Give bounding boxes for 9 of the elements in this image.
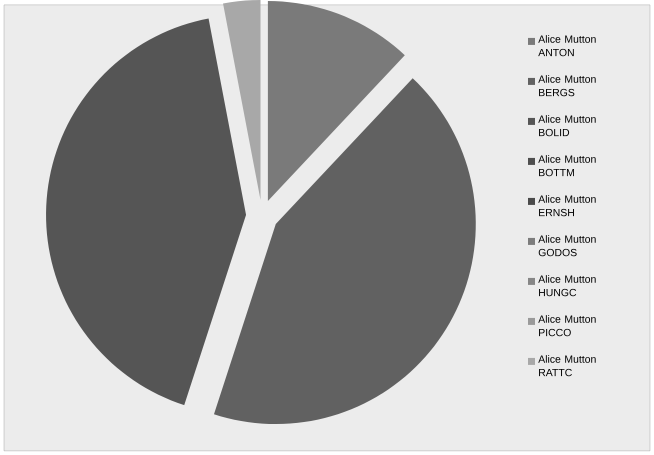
legend-label: Alice Mutton BOTTM [538, 155, 596, 176]
legend-label: Alice Mutton GODOS [538, 235, 596, 256]
legend-label: Alice Mutton ANTON [538, 35, 596, 56]
legend-label: Alice Mutton PICCO [538, 315, 596, 336]
legend-label: Alice Mutton ERNSH [538, 195, 596, 216]
legend-label: Alice Mutton HUNGC [538, 275, 596, 296]
legend-label: Alice Mutton BERGS [538, 75, 596, 96]
legend-label: Alice Mutton RATTC [538, 355, 596, 376]
legend-label: Alice Mutton BOLID [538, 115, 596, 136]
